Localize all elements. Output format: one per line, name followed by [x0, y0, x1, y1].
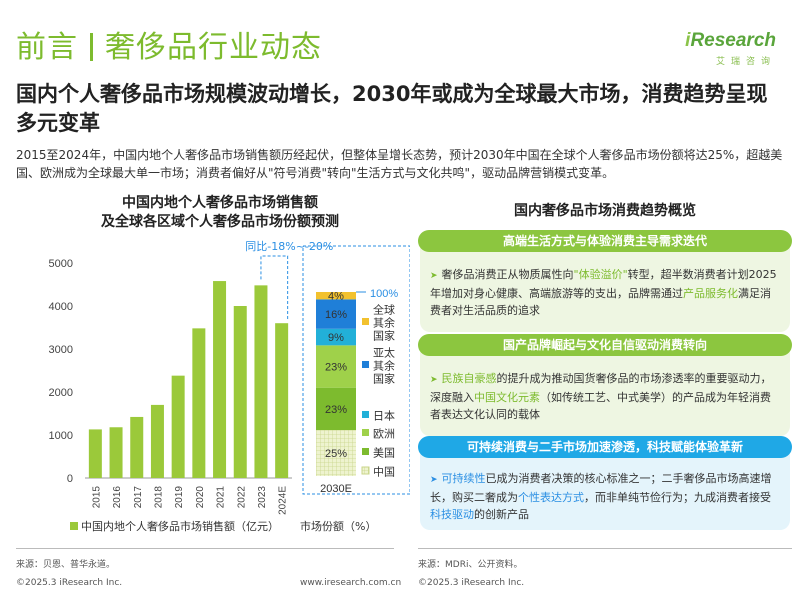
- right-source: 来源：MDRi、公开资料。: [418, 560, 523, 570]
- share-frame: [302, 245, 410, 495]
- x-tick-label: 2023: [257, 486, 268, 509]
- stack-value-label: 4%: [328, 291, 344, 303]
- legend-swatch: [362, 361, 369, 368]
- bar: [192, 328, 206, 478]
- trend3-text: ➤ 可持续性已成为消费者决策的核心标准之一；二手奢侈品市场高速增长，购买二奢成为个…: [430, 472, 772, 521]
- chart-title: 中国内地个人奢侈品市场销售额 及全球各区域个人奢侈品市场份额预测: [70, 194, 370, 232]
- legend-sales: 中国内地个人奢侈品市场销售额（亿元）: [70, 518, 279, 534]
- legend-swatch: [362, 318, 369, 325]
- trend1-header: 高端生活方式与体验消费主导需求迭代: [418, 230, 792, 252]
- y-tick-label: 2000: [49, 387, 73, 399]
- legend-sales-label: 中国内地个人奢侈品市场销售额（亿元）: [81, 520, 279, 533]
- legend-swatch: [362, 448, 369, 455]
- trends-title: 国内奢侈品市场消费趋势概览: [514, 203, 696, 219]
- y-tick-label: 4000: [49, 301, 73, 313]
- trend3-header: 可持续消费与二手市场加速渗透，科技赋能体验革新: [418, 436, 792, 458]
- x-tick-label: 2019: [174, 486, 185, 509]
- y-tick-label: 1000: [49, 430, 73, 442]
- headline: 国内个人奢侈品市场规模波动增长，2030年或成为全球最大市场，消费趋势呈现多元变…: [16, 82, 768, 135]
- total-label: 100%: [370, 288, 398, 300]
- right-copyright: ©2025.3 iResearch Inc.: [418, 578, 525, 588]
- legend-label: 亚太其余国家: [373, 347, 395, 386]
- legend-label: 日本: [373, 409, 395, 423]
- left-footer-divider: [16, 548, 394, 549]
- x-tick-label: 2022: [236, 486, 247, 509]
- bar: [171, 375, 185, 478]
- y-tick-label: 3000: [49, 344, 73, 356]
- left-copyright: ©2025.3 iResearch Inc.: [16, 578, 123, 588]
- logo-subtitle: 艾瑞咨询: [715, 57, 776, 67]
- chevron-right-icon: ➤: [430, 475, 438, 485]
- y-tick-label: 0: [67, 473, 73, 485]
- stack-segment: [316, 430, 356, 476]
- x-tick-label: 2016: [112, 486, 123, 509]
- bar: [213, 281, 227, 478]
- chart-title-line2: 及全球各区域个人奢侈品市场份额预测: [101, 214, 339, 230]
- stack-value-label: 25%: [325, 448, 347, 460]
- stack-segment: [316, 299, 356, 329]
- stack-segment: [316, 292, 356, 300]
- x-tick-label: 2017: [133, 486, 144, 509]
- legend-label: 欧洲: [373, 428, 395, 441]
- title-separator: [90, 33, 93, 61]
- website: www.iresearch.com.cn: [300, 578, 402, 588]
- stack-value-label: 16%: [325, 309, 347, 321]
- stack-value-label: 23%: [325, 404, 347, 416]
- trend1-panel: [420, 236, 790, 332]
- bar: [130, 416, 144, 478]
- chart-title-line1: 中国内地个人奢侈品市场销售额: [122, 195, 318, 211]
- title-topic: 奢侈品行业动态: [105, 30, 322, 65]
- x-tick-label: 2020: [195, 486, 206, 509]
- legend-swatch: [362, 429, 369, 436]
- stack-value-label: 9%: [328, 332, 344, 344]
- yoy-bracket: [260, 255, 289, 320]
- bar: [233, 306, 247, 478]
- summary-text: 2015至2024年，中国内地个人奢侈品市场销售额历经起伏，但整体呈增长态势，预…: [16, 148, 783, 180]
- x-tick-label: 2024E: [278, 486, 289, 515]
- x-tick-label: 2015: [91, 486, 102, 509]
- legend-label: 美国: [373, 447, 395, 460]
- x-tick-label: 2018: [153, 486, 164, 509]
- stack-value-label: 23%: [325, 362, 347, 374]
- legend-label: 中国: [373, 466, 395, 479]
- chevron-right-icon: ➤: [430, 271, 438, 281]
- yoy-annotation: 同比-18%~-20%: [245, 240, 333, 253]
- title-section: 前言: [16, 30, 78, 65]
- legend-sales-swatch: [70, 522, 78, 530]
- x-tick-label: 2030E: [320, 483, 352, 495]
- legend-label: 全球其余国家: [373, 303, 395, 343]
- left-source: 来源：贝恩、普华永道。: [16, 560, 116, 570]
- trend2-panel: [420, 340, 790, 436]
- sales-and-share-chart: 0 1000 2000 3000 4000 5000 2015 2016 2017 2018 201…: [49, 240, 410, 515]
- trend1-text: ➤ 奢侈品消费正从物质属性向"体验溢价"转型，超半数消费者计划2025年增加对身心…: [430, 268, 777, 317]
- stack-segment: [316, 387, 356, 430]
- y-tick-label: 5000: [49, 258, 73, 270]
- trend2-header: 国产品牌崛起与文化自信驱动消费转向: [418, 334, 792, 356]
- right-footer-divider: [418, 548, 792, 549]
- bar: [254, 285, 268, 478]
- stack-segment: [316, 328, 356, 346]
- stack-segment: [316, 345, 356, 388]
- bar: [150, 404, 164, 478]
- chevron-right-icon: ➤: [430, 375, 438, 385]
- bar: [109, 427, 123, 478]
- x-tick-label: 2021: [216, 486, 227, 509]
- legend-swatch: [361, 466, 370, 475]
- legend-share: 市场份额（%）: [300, 520, 377, 533]
- page-title: 前言 奢侈品行业动态: [16, 22, 322, 66]
- bar: [275, 323, 289, 478]
- bar: [88, 429, 102, 478]
- trend2-text: ➤ 民族自豪感的提升成为推动国货奢侈品的市场渗透率的重要驱动力，深度融入中国文化元…: [430, 372, 772, 421]
- legend-swatch: [362, 411, 369, 418]
- logo-wordmark: iResearch: [685, 30, 776, 51]
- iresearch-logo: iResearch 艾瑞咨询: [685, 30, 776, 67]
